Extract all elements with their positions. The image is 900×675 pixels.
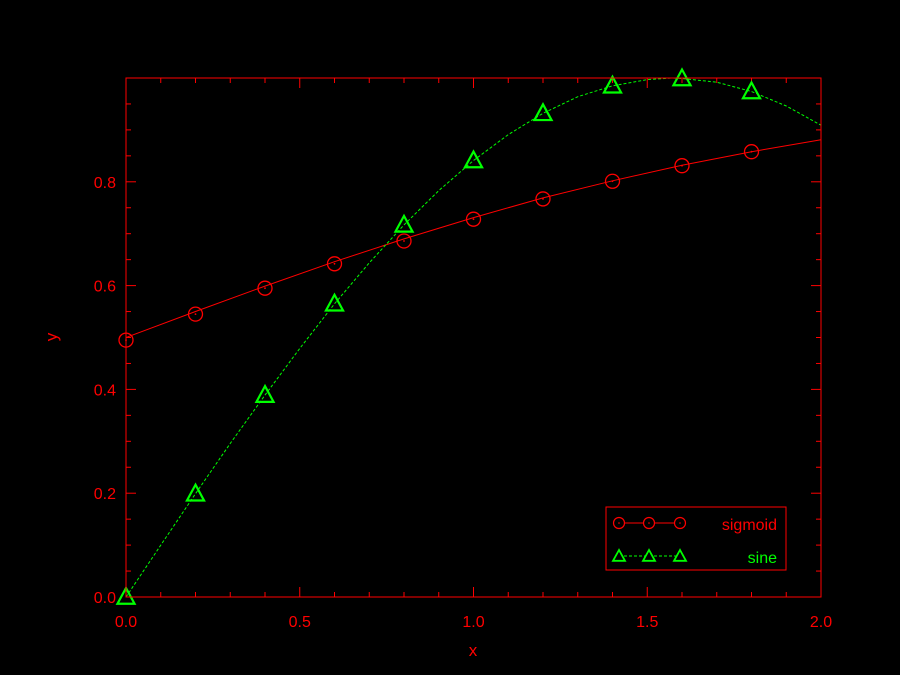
y-axis-title: y [42,332,61,341]
marker-sine [532,101,554,122]
marker-sine [115,585,137,605]
y-tick-label: 0.6 [94,279,116,296]
x-tick-label: 1.5 [636,614,658,631]
x-tick-label: 0.5 [289,614,311,631]
y-tick-label: 0.4 [94,382,116,399]
tick-labels: 0.0 0.5 1.0 1.5 2.0 0.0 0.2 0.4 0.6 0.8 [94,175,832,631]
marker-sigmoid [187,306,204,322]
marker-sigmoid [743,144,760,160]
marker-sigmoid [535,191,551,207]
y-tick-label: 0.0 [94,590,116,607]
plot-frame [125,77,822,598]
x-tick-label: 1.0 [462,614,484,631]
axis-ticks [125,77,822,598]
legend-box [605,506,787,571]
legend-sample-sigmoid [612,516,687,530]
legend-marker [611,548,627,562]
legend-marker [642,516,656,530]
legend: sigmoid sine [605,506,787,571]
x-axis-title: x [469,641,478,660]
legend-sample-sine [611,548,688,562]
legend-marker [673,516,687,530]
marker-sine [671,67,693,87]
marker-sine [324,292,345,312]
legend-marker [641,548,657,562]
y-tick-label: 0.8 [94,175,116,192]
marker-sigmoid [326,256,343,272]
marker-sine [602,74,623,94]
marker-sine [741,80,762,100]
x-tick-label: 0.0 [115,614,137,631]
marker-sigmoid [674,158,690,174]
marker-sine [254,383,276,403]
marker-sine [463,149,484,169]
series-line-sine [125,77,822,598]
marker-sine [393,213,415,233]
x-tick-label: 2.0 [810,614,832,631]
marker-sigmoid [396,233,412,249]
series-line-sigmoid [125,139,822,338]
marker-sine [185,482,206,502]
legend-marker [672,548,688,562]
marker-sigmoid [257,280,273,296]
legend-label-sigmoid: sigmoid [722,517,777,534]
series-markers [115,67,762,605]
y-tick-label: 0.2 [94,486,116,503]
series-lines [125,77,822,598]
marker-sigmoid [604,173,621,189]
marker-sigmoid [465,211,482,227]
legend-label-sine: sine [748,550,777,567]
legend-marker [612,516,626,530]
